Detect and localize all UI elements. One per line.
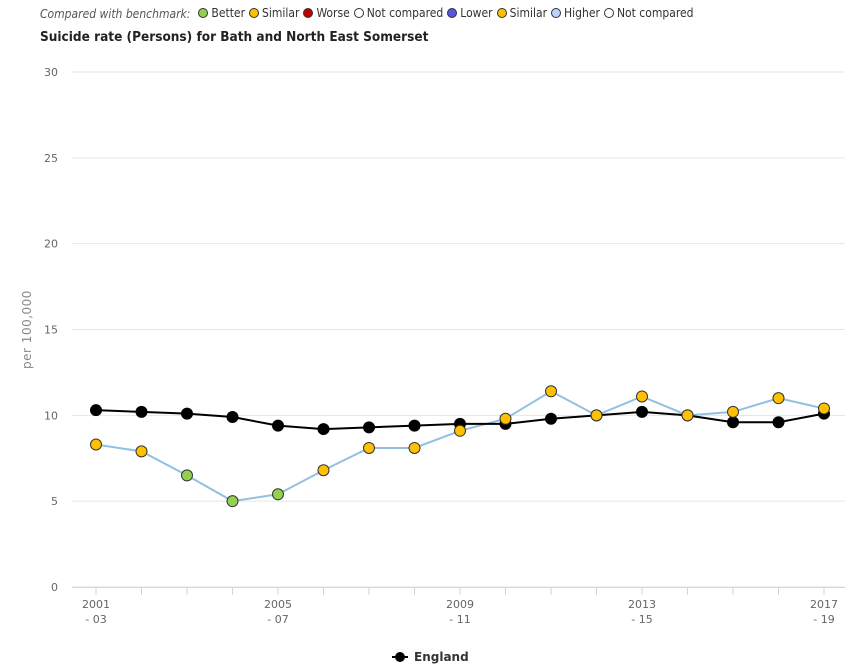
y-tick-label: 0 [51,581,58,594]
circle-marker-icon [303,8,314,18]
x-tick-label: - 19 [813,613,834,626]
benchmark-legend: Compared with benchmark: Better Similar Wo… [40,6,698,21]
legend-england-label: England [414,650,469,664]
area-point [499,412,512,425]
area-point [772,392,785,405]
circle-marker-icon [198,8,209,18]
y-tick-label: 20 [44,238,58,251]
england-point [408,419,421,432]
x-tick-label: - 15 [631,613,652,626]
area-point [590,409,603,422]
benchmark-legend-item: Not compared [603,6,694,20]
area-point [272,488,284,501]
england-point [772,416,785,429]
circle-marker-icon [447,8,458,18]
y-tick-label: 30 [44,66,58,79]
area-point [545,385,557,398]
area-point [727,405,739,418]
benchmark-legend-label: Worse [316,6,350,20]
area-point [317,464,330,477]
y-tick-label: 5 [51,495,58,508]
x-tick-label: 2009 [446,598,474,611]
england-point [636,405,648,418]
england-point [181,407,193,420]
chart-title: Suicide rate (Persons) for Bath and Nort… [40,29,429,45]
benchmark-legend-label: Not compared [616,6,694,20]
area-series-line [95,390,825,503]
benchmark-legend-item: Not compared [353,6,444,20]
benchmark-legend-label: Lower [460,6,493,20]
england-point [317,423,330,436]
x-tick-label: 2017 [810,598,838,611]
x-tick-label: - 07 [267,613,288,626]
area-point [90,438,102,451]
benchmark-legend-label: Similar [262,6,300,20]
benchmark-legend-item: Similar [249,6,299,20]
y-axis-title: per 100,000 [20,290,34,369]
area-point [818,402,830,415]
benchmark-legend-caption: Compared with benchmark: [40,6,191,21]
x-tick-label: - 03 [85,613,106,626]
benchmark-legend-label: Better [211,6,246,20]
area-point [135,445,148,458]
benchmark-legend-item: Better [198,6,245,20]
area-point [363,441,375,454]
england-point [545,412,557,425]
y-tick-label: 10 [44,409,58,422]
benchmark-legend-item: Lower [447,6,493,20]
legend-england-marker-icon [395,652,405,662]
benchmark-legend-label: Not compared [366,6,444,20]
x-tick-label: 2001 [82,598,110,611]
england-point [272,419,284,432]
area-point [408,441,421,454]
area-point [636,390,648,403]
benchmark-legend-item: Higher [551,6,600,20]
area-point [226,495,239,508]
benchmark-legend-label: Similar [509,6,548,20]
benchmark-legend-label: Higher [564,6,600,20]
england-point [90,404,102,417]
england-point [363,421,375,434]
x-tick-label: 2005 [264,598,292,611]
england-point [226,411,239,424]
area-point [181,469,193,482]
circle-marker-icon [353,8,364,18]
x-tick-label: - 11 [449,613,470,626]
circle-marker-icon [496,8,507,18]
circle-marker-icon [551,8,562,18]
y-tick-label: 25 [44,152,58,165]
circle-marker-icon [603,8,614,18]
circle-marker-icon [249,8,260,18]
area-point [454,424,466,437]
benchmark-legend-item: Worse [303,6,350,20]
x-tick-label: 2013 [628,598,656,611]
england-point [135,405,148,418]
benchmark-legend-item: Similar [496,6,548,20]
area-point [681,409,694,422]
y-tick-label: 15 [44,324,58,337]
england-point [727,416,739,429]
